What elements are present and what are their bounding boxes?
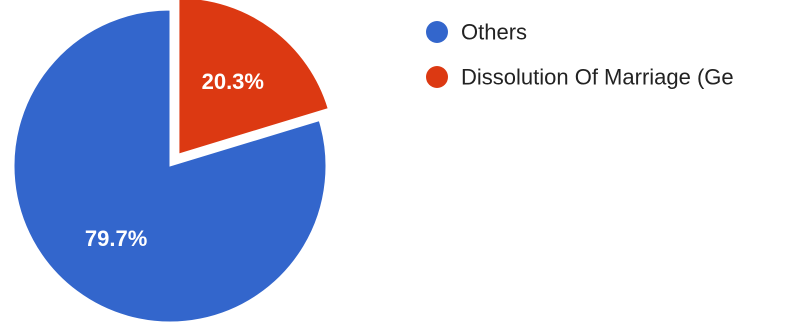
slice-label-dissolution-of-marriage-ge: 20.3% [202, 69, 264, 94]
legend-label-others[interactable]: Others [461, 20, 527, 45]
pie-slice-others[interactable] [13, 9, 327, 323]
legend-swatch-others [426, 21, 448, 43]
pie-slice-labels: 79.7% 20.3% [85, 69, 264, 251]
pie-slice-dissolution-of-marriage-ge[interactable] [178, 0, 329, 155]
pie-slices [13, 0, 329, 323]
slice-label-others: 79.7% [85, 226, 147, 251]
legend-label-dissolution-of-marriage-ge[interactable]: Dissolution Of Marriage (Ge [461, 65, 734, 90]
legend-swatch-dissolution-of-marriage-ge [426, 66, 448, 88]
legend: Others Dissolution Of Marriage (Ge [426, 20, 734, 90]
